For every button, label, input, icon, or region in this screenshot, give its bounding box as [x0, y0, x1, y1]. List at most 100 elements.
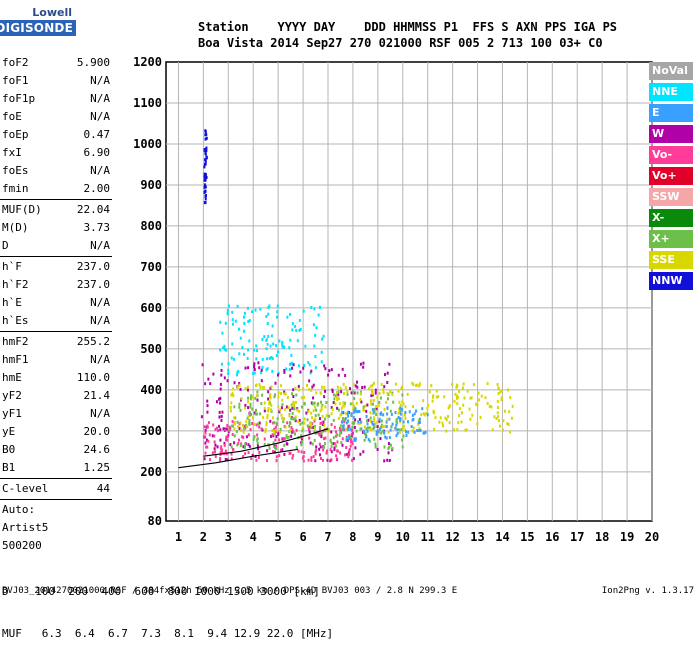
echo-point	[336, 397, 339, 401]
echo-point	[324, 417, 327, 421]
param-separator	[0, 499, 112, 500]
echo-point	[461, 386, 464, 390]
echo-point	[465, 428, 468, 432]
plot-frame	[165, 61, 653, 522]
echo-point	[253, 348, 256, 352]
echo-point	[271, 429, 274, 433]
echo-point	[364, 404, 367, 408]
echo-point	[334, 394, 337, 398]
echo-point	[386, 380, 389, 384]
x-tick-label: 11	[420, 530, 434, 544]
echo-point	[369, 428, 372, 432]
echo-point	[255, 458, 258, 462]
param-row: B1 1.25	[0, 459, 112, 477]
echo-point	[371, 383, 374, 387]
echo-point	[445, 418, 448, 422]
echo-point	[275, 421, 278, 425]
echo-point	[207, 377, 210, 381]
x-tick-label: 5	[275, 530, 282, 544]
echo-point	[219, 447, 222, 451]
echo-point	[256, 349, 259, 353]
echo-point	[329, 448, 332, 452]
echo-point	[460, 420, 463, 424]
echo-point	[370, 399, 373, 403]
echo-point	[292, 363, 295, 367]
echo-point	[256, 433, 259, 437]
echo-point	[330, 423, 333, 427]
echo-point	[248, 339, 251, 343]
echo-point	[275, 434, 278, 438]
echo-point	[275, 354, 278, 358]
echo-point	[421, 407, 424, 411]
echo-point	[346, 392, 349, 396]
echo-point	[223, 443, 226, 447]
echo-point	[242, 445, 245, 449]
echo-point	[424, 430, 427, 434]
echo-point	[294, 400, 297, 404]
echo-point	[386, 406, 389, 410]
echo-point	[281, 448, 284, 452]
echo-point	[497, 419, 500, 423]
legend-item: NNE	[649, 83, 693, 101]
echo-point	[479, 416, 482, 420]
echo-point	[366, 422, 369, 426]
echo-point	[219, 401, 222, 405]
echo-point	[282, 438, 285, 442]
echo-point	[339, 451, 342, 455]
echo-point	[432, 409, 435, 413]
echo-point	[312, 383, 315, 387]
echo-point	[402, 424, 405, 428]
echo-point	[420, 413, 423, 417]
param-name: foEs	[2, 164, 29, 177]
echo-point	[276, 304, 279, 308]
echo-point	[308, 425, 311, 429]
param-row: hmE 110.0	[0, 369, 112, 387]
echo-point	[476, 422, 479, 426]
echo-point	[458, 390, 461, 394]
echo-point	[318, 432, 321, 436]
echo-point	[447, 414, 450, 418]
echo-point	[332, 442, 335, 446]
echo-point	[209, 382, 212, 386]
echo-point	[263, 409, 266, 413]
x-tick-label: 6	[299, 530, 306, 544]
echo-point	[365, 409, 368, 413]
echo-point	[219, 382, 222, 386]
echo-point	[330, 450, 333, 454]
param-name: yF1	[2, 407, 22, 420]
echo-point	[401, 438, 404, 442]
echo-point	[374, 445, 377, 449]
echo-point	[314, 333, 317, 337]
echo-point	[276, 417, 279, 421]
echo-point	[510, 416, 513, 420]
echo-point	[411, 429, 414, 433]
param-value: 5.900	[76, 56, 110, 69]
param-name: hmF1	[2, 353, 29, 366]
echo-point	[358, 409, 361, 413]
echo-point	[369, 411, 372, 415]
echo-point	[275, 444, 278, 448]
echo-point	[266, 357, 269, 361]
echo-point	[253, 435, 256, 439]
echo-point	[418, 384, 421, 388]
logo-digisonde-text: DIGISONDE	[0, 20, 76, 36]
echo-point	[365, 414, 368, 418]
legend-item: X+	[649, 230, 693, 248]
param-row: yF1 N/A	[0, 405, 112, 423]
legend-item: NoVal	[649, 62, 693, 80]
echo-point	[291, 322, 294, 326]
echo-point	[346, 412, 349, 416]
echo-point	[432, 411, 435, 415]
echo-point	[290, 417, 293, 421]
echo-point	[359, 427, 362, 431]
echo-point	[221, 331, 224, 335]
echo-point	[353, 421, 356, 425]
echo-point	[219, 387, 222, 391]
echo-point	[266, 367, 269, 371]
echo-point	[303, 417, 306, 421]
echo-point	[395, 419, 398, 423]
echo-point	[274, 438, 277, 442]
param-row: h`Es N/A	[0, 312, 112, 330]
echo-point	[298, 418, 301, 422]
echo-point	[314, 459, 317, 463]
